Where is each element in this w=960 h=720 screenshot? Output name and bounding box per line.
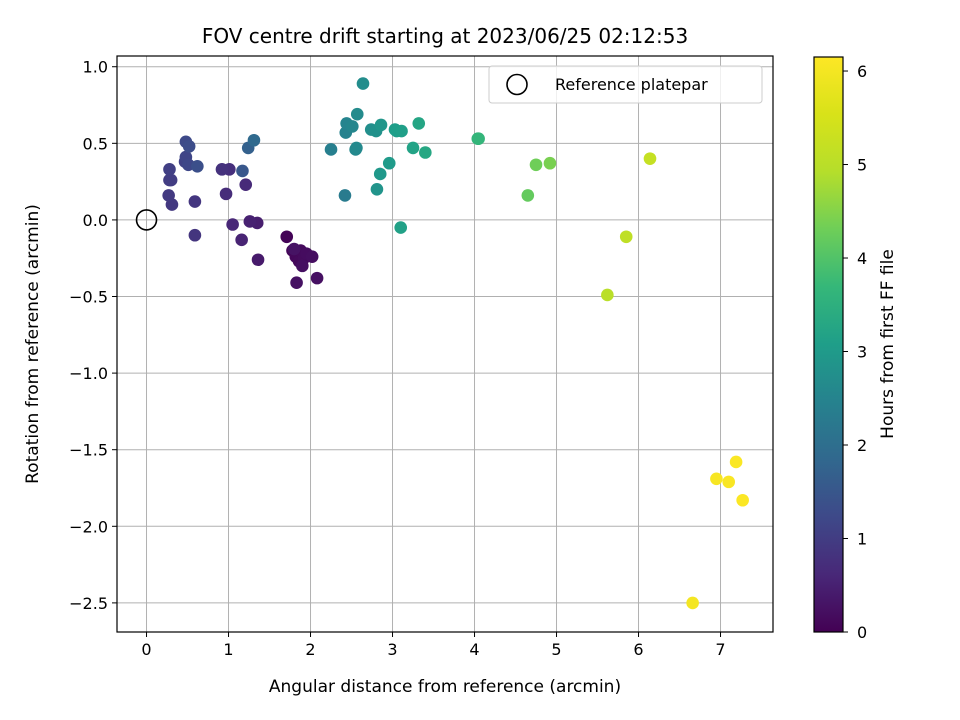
y-tick-label: 0.5	[83, 134, 108, 153]
data-point	[394, 221, 408, 234]
data-point	[729, 455, 743, 469]
data-point	[619, 230, 633, 244]
data-point	[374, 118, 388, 132]
x-tick-label: 4	[469, 640, 479, 659]
colorbar-label: Hours from first FF file	[878, 249, 898, 439]
data-point	[191, 159, 204, 173]
x-tick-label: 7	[715, 640, 725, 659]
x-axis-ticks: 0 1 2 3 4 5 6 7	[141, 632, 726, 659]
x-tick-label: 3	[387, 640, 397, 659]
data-point	[236, 164, 249, 178]
colorbar-tick-label: 6	[857, 62, 867, 81]
y-tick-label: 0.0	[83, 211, 108, 230]
colorbar-tick-label: 0	[857, 623, 867, 642]
colorbar-tick-label: 5	[857, 156, 867, 175]
data-point	[521, 189, 535, 202]
chart-title: FOV centre drift starting at 2023/06/25 …	[202, 24, 688, 48]
x-tick-label: 6	[633, 640, 643, 659]
data-point	[239, 178, 253, 191]
data-point	[338, 189, 352, 202]
data-point	[529, 158, 543, 172]
data-point	[736, 493, 749, 507]
legend-box	[488, 65, 763, 104]
data-point	[162, 189, 175, 202]
data-point	[601, 288, 614, 302]
x-tick-label: 1	[223, 640, 233, 659]
data-point	[373, 167, 387, 181]
x-axis-label: Angular distance from reference (arcmin)	[269, 677, 621, 697]
colorbar-tick-label: 1	[857, 530, 867, 549]
y-tick-label: −1.0	[69, 364, 108, 383]
data-point	[215, 163, 229, 176]
data-point	[164, 173, 178, 187]
x-tick-label: 0	[141, 640, 151, 659]
data-points	[162, 77, 749, 610]
data-point	[296, 259, 309, 273]
data-point	[406, 141, 420, 155]
colorbar-tick-label: 4	[857, 249, 867, 268]
y-axis-ticks: 1.0 0.5 0.0 −0.5 −1.0 −1.5 −2.0 −2.5	[69, 58, 117, 613]
data-point	[419, 146, 432, 159]
data-point	[305, 250, 319, 263]
data-point	[356, 77, 370, 90]
y-tick-label: −1.5	[69, 441, 108, 460]
data-point	[243, 215, 257, 228]
data-point	[219, 187, 233, 201]
data-point	[710, 472, 723, 486]
x-tick-label: 5	[551, 640, 561, 659]
y-tick-label: −2.5	[69, 594, 108, 613]
colorbar-ticks: 0 1 2 3 4 5 6	[843, 62, 867, 642]
y-tick-label: 1.0	[83, 58, 108, 77]
y-tick-label: −2.0	[69, 517, 108, 536]
legend-reference-marker	[506, 73, 528, 96]
data-point	[280, 230, 294, 244]
data-point	[235, 233, 248, 247]
data-point	[350, 107, 364, 121]
data-point	[182, 140, 196, 153]
data-point	[643, 152, 657, 165]
data-point	[310, 271, 324, 285]
y-axis-label: Rotation from reference (arcmin)	[23, 204, 43, 484]
data-point	[188, 195, 202, 208]
data-point	[686, 596, 699, 610]
data-point	[247, 133, 261, 147]
data-point	[188, 228, 202, 242]
data-point	[412, 117, 426, 130]
data-point	[395, 124, 408, 138]
data-point	[370, 182, 384, 196]
data-point	[324, 143, 338, 156]
data-point	[722, 475, 736, 489]
x-tick-label: 2	[305, 640, 315, 659]
plot-frame	[116, 55, 774, 633]
legend-label-reference: Reference platepar	[555, 75, 708, 94]
data-point	[543, 156, 557, 170]
colorbar-tick-label: 2	[857, 436, 867, 455]
data-point	[226, 218, 239, 231]
y-tick-label: −0.5	[69, 288, 108, 307]
data-point	[350, 141, 363, 155]
data-point	[346, 120, 359, 133]
data-point	[290, 276, 303, 290]
data-point	[472, 132, 485, 146]
colorbar	[813, 56, 844, 633]
colorbar-tick-label: 3	[857, 343, 867, 362]
reference-platepar-marker	[135, 209, 158, 231]
grid	[117, 56, 773, 632]
data-point	[382, 156, 396, 170]
data-point	[163, 163, 176, 176]
legend: Reference platepar	[488, 65, 763, 104]
data-point	[287, 242, 301, 256]
data-point	[251, 253, 265, 267]
